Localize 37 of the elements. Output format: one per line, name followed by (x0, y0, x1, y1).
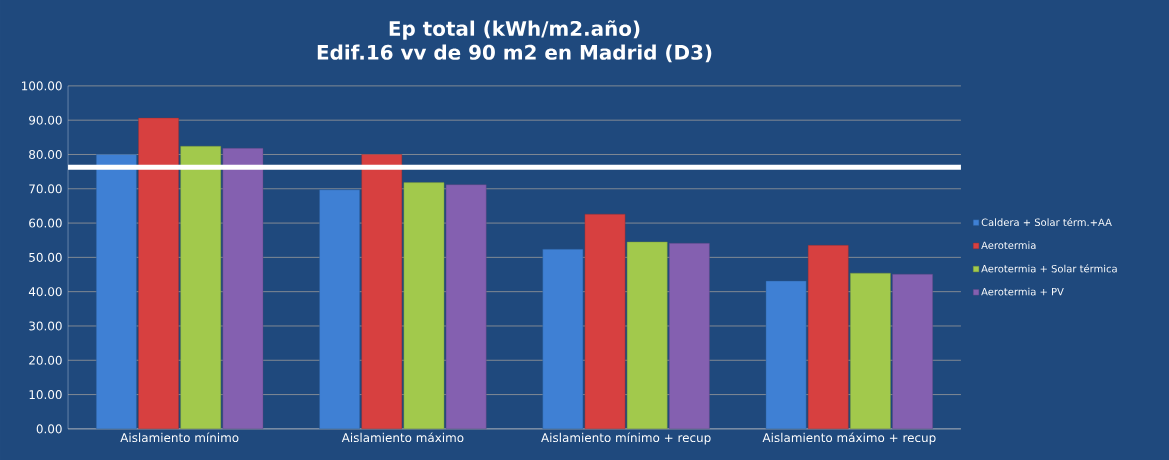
x-tick-label: Aislamiento mínimo (120, 432, 239, 443)
bar (584, 213, 626, 430)
bar (96, 154, 137, 430)
y-tick-label: 10.00 (29, 390, 62, 400)
y-tick-label: 50.00 (29, 252, 62, 262)
legend-label: Aerotermia (981, 241, 1036, 250)
legend-label: Aerotermia + Solar térmica (981, 264, 1117, 273)
y-tick-label: 70.00 (29, 184, 62, 194)
x-tick-label: Aislamiento mínimo + recup (541, 432, 711, 445)
y-tick-label: 60.00 (29, 218, 62, 228)
bar (850, 272, 891, 430)
bar (542, 248, 584, 430)
y-tick-label: 100.00 (22, 81, 62, 91)
chart-title: Ep total (kWh/m2.año) (389, 20, 640, 40)
y-tick-label: 40.00 (28, 287, 62, 297)
bar (180, 146, 222, 430)
y-tick-label: 0.00 (36, 424, 62, 434)
bar (319, 189, 360, 430)
bar (892, 273, 933, 430)
y-tick-label: 30.00 (29, 321, 62, 331)
bar (626, 241, 668, 430)
bar (807, 245, 849, 430)
legend-label: Aerotermia + PV (981, 287, 1064, 296)
bar (403, 182, 445, 430)
legend-label: Caldera + Solar térm.+AA (981, 217, 1112, 227)
chart-subtitle: Edif.16 vv de 90 m2 en Madrid (D3) (317, 44, 712, 63)
bar (222, 148, 264, 430)
bar (669, 243, 710, 430)
y-tick-label: 80.00 (29, 149, 62, 159)
bar (138, 117, 179, 430)
x-tick-label: Aislamiento máximo + recup (762, 432, 936, 445)
y-tick-label: 20.00 (29, 355, 62, 365)
bar (361, 154, 403, 430)
y-tick-label: 90.00 (29, 115, 62, 125)
x-tick-label: Aislamiento máximo (341, 432, 464, 443)
bar (765, 280, 807, 430)
bar (445, 184, 487, 430)
